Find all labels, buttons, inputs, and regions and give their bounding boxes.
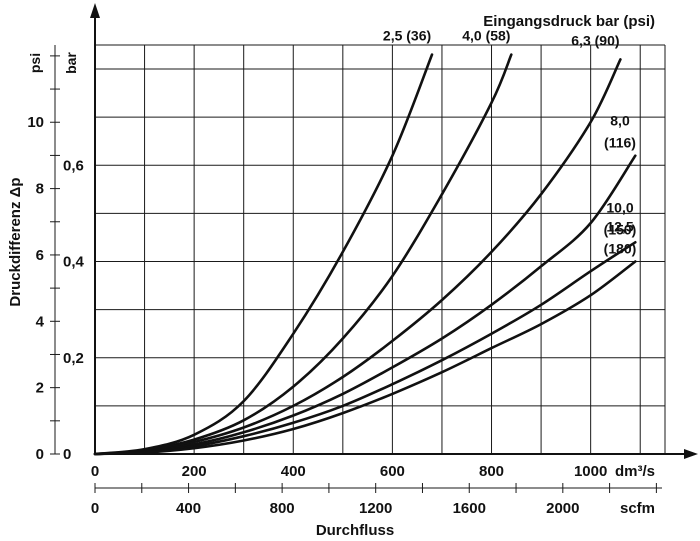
x-axis-label: Durchfluss xyxy=(316,522,394,539)
y2-tick-label: 10 xyxy=(27,114,44,131)
y-tick-label: 0,6 xyxy=(63,157,84,174)
x-tick-label: 600 xyxy=(380,463,405,480)
x2-tick-label: 2000 xyxy=(546,500,579,517)
grid xyxy=(95,44,666,454)
series-label: 4,0 (58) xyxy=(462,28,510,44)
y-tick-label: 0 xyxy=(63,446,71,463)
series-label: (150) xyxy=(604,221,637,237)
series-label: (180) xyxy=(604,241,637,257)
series-label: (116) xyxy=(604,135,636,151)
series-label: 8,0 xyxy=(610,113,630,129)
series-label: 6,3 (90) xyxy=(571,32,619,48)
y2-tick-label: 2 xyxy=(36,380,44,397)
x-tick-label: 800 xyxy=(479,463,504,480)
x-tick-label: 1000 xyxy=(574,463,607,480)
series-label: 12,5 xyxy=(606,219,633,235)
series-line xyxy=(93,241,637,456)
series-label: 10,0 xyxy=(606,199,633,215)
y-primary-unit: bar xyxy=(63,52,79,74)
tick-labels: 0 200 400 600 800 1000 0 400 800 1200 1600 2000 0 0,2… xyxy=(27,55,657,517)
series-line xyxy=(93,154,637,456)
series-line xyxy=(93,58,622,456)
series-labels: 2,5 (36) 4,0 (58) 6,3 (90) 8,0 (116) 10,0 (150… xyxy=(383,28,636,257)
x2-tick-label: 0 xyxy=(91,500,99,517)
x2-tick-label: 1200 xyxy=(359,500,392,517)
series-line xyxy=(93,53,513,456)
series-line xyxy=(93,260,637,456)
y-tick-label: 0,2 xyxy=(63,350,84,367)
axes xyxy=(54,3,698,489)
series-line xyxy=(93,53,434,456)
x-primary-unit: dm³/s xyxy=(615,463,655,480)
y2-tick-label: 0 xyxy=(36,446,44,463)
labels: Eingangsdruck bar (psi) Durchfluss Druck… xyxy=(7,13,655,539)
series-label: 2,5 (36) xyxy=(383,28,431,44)
y2-tick-label: 4 xyxy=(36,313,45,330)
y-axis-arrow xyxy=(90,3,100,18)
series-curves xyxy=(93,53,637,456)
y-secondary-unit: psi xyxy=(27,53,43,73)
y2-tick-label: 8 xyxy=(36,181,44,198)
x-tick-label: 200 xyxy=(182,463,207,480)
y-tick-label: 0,4 xyxy=(63,254,85,271)
y-axis-label: Druckdifferenz Δp xyxy=(7,177,24,306)
chart-title: Eingangsdruck bar (psi) xyxy=(483,13,655,30)
x-tick-label: 400 xyxy=(281,463,306,480)
x-secondary-unit: scfm xyxy=(620,500,655,517)
x2-tick-label: 1600 xyxy=(453,500,486,517)
x-tick-label: 0 xyxy=(91,463,99,480)
x-axis-arrow xyxy=(684,449,698,459)
x2-tick-label: 400 xyxy=(176,500,201,517)
y2-tick-label: 6 xyxy=(36,247,44,264)
x2-tick-label: 800 xyxy=(270,500,295,517)
